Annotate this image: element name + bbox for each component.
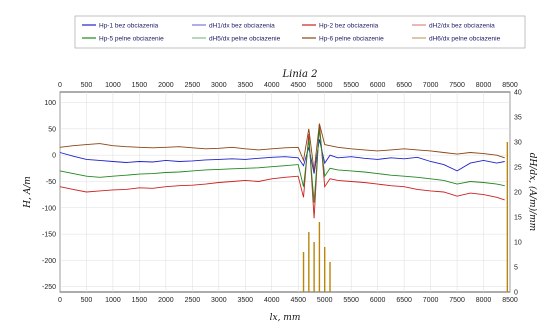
y-tick-label-right: 30: [514, 140, 522, 147]
x-tick-label: 5500: [343, 297, 359, 304]
y-tick-label-left: -100: [42, 205, 56, 212]
x-tick-label: 8000: [476, 297, 492, 304]
x-tick-label: 4000: [264, 82, 280, 89]
x-tick-label: 2500: [185, 297, 201, 304]
x-tick-label: 8500: [502, 297, 518, 304]
x-tick-label: 5000: [317, 297, 333, 304]
y-tick-label-right: 15: [514, 215, 522, 222]
legend-entry: dH2/dx bez obciazenia: [429, 23, 495, 30]
x-tick-label: 4000: [264, 297, 280, 304]
series-line: [59, 123, 505, 171]
y-axis-label-left: H, A/m: [23, 176, 33, 209]
x-tick-label: 500: [81, 82, 93, 89]
derivative-spikes: [302, 142, 509, 292]
x-tick-label: 3000: [211, 82, 227, 89]
chart-title: Linia 2: [282, 69, 318, 80]
series-lines: [59, 123, 505, 219]
x-tick-label: 500: [81, 297, 93, 304]
x-tick-label: 5000: [317, 82, 333, 89]
x-axis-label: lx, mm: [270, 313, 301, 323]
y-tick-label-right: 10: [514, 240, 522, 247]
x-tick-label: 5500: [343, 82, 359, 89]
y-tick-label-right: 35: [514, 115, 522, 122]
y-axis-label-right: dH/dx, (A/m)/mm: [527, 153, 538, 231]
legend-entry: dH5/dx pelne obciazenie: [209, 36, 281, 43]
x-tick-label: 0: [58, 82, 62, 89]
y-tick-label-left: -50: [46, 179, 56, 186]
x-tick-labels-top: 0 500 1000 1500 2000 2500 3000 3500 4000 4500 5000…: [58, 82, 518, 89]
x-tick-label: 2000: [158, 297, 174, 304]
legend-entry: dH1/dx bez obciazenia: [209, 23, 275, 30]
x-tick-label: 3500: [238, 82, 254, 89]
x-tick-labels-bottom: 0 500 1000 1500 2000 2500 3000 3500 4000 4500 5000…: [58, 297, 518, 304]
series-line: [59, 139, 505, 174]
x-tick-label: 4500: [290, 82, 306, 89]
y-tick-labels-right: 40 35 30 25 20 15 10 5 0: [514, 90, 522, 297]
x-tick-label: 1000: [105, 82, 121, 89]
x-tick-label: 3500: [238, 297, 254, 304]
legend-entry: Hp-6 pelne obciazenie: [319, 36, 384, 43]
legend-entry: Hp-1 bez obciazenia: [99, 23, 159, 30]
series-line: [59, 123, 505, 219]
x-tick-label: 1500: [132, 297, 148, 304]
legend-entry: Hp-5 pelne obciazenie: [99, 36, 164, 43]
x-tick-label: 1000: [105, 297, 121, 304]
y-tick-labels-left: 100 50 0 -50 -100 -150 -200 -250: [42, 100, 56, 291]
x-tick-label: 2500: [185, 82, 201, 89]
x-tick-label: 3000: [211, 297, 227, 304]
y-tick-label-left: 100: [44, 100, 56, 107]
legend-entry: dH6/dx pelne obciazenie: [429, 36, 501, 43]
x-tick-label: 7000: [423, 297, 439, 304]
y-tick-label-right: 20: [514, 190, 522, 197]
y-tick-label-left: -200: [42, 258, 56, 265]
x-tick-label: 8000: [476, 82, 492, 89]
y-tick-label-left: 0: [52, 153, 56, 160]
y-tick-label-right: 0: [514, 290, 518, 297]
x-tick-label: 7000: [423, 82, 439, 89]
x-tick-label: 4500: [290, 297, 306, 304]
legend-box: [74, 15, 526, 49]
x-tick-label: 6500: [396, 82, 412, 89]
y-tick-label-left: -250: [42, 284, 56, 291]
x-tick-label: 6500: [396, 297, 412, 304]
series-line: [59, 128, 505, 203]
x-tick-label: 6000: [370, 297, 386, 304]
x-tick-label: 1500: [132, 82, 148, 89]
plot-area: [59, 91, 511, 293]
y-tick-label-left: -150: [42, 232, 56, 239]
x-tick-label: 7500: [449, 82, 465, 89]
y-tick-label-left: 50: [48, 126, 56, 133]
x-tick-label: 7500: [449, 297, 465, 304]
y-tick-label-right: 25: [514, 165, 522, 172]
y-tick-label-right: 5: [514, 265, 518, 272]
x-tick-label: 6000: [370, 82, 386, 89]
x-tick-label: 8500: [502, 82, 518, 89]
x-tick-label: 0: [58, 297, 62, 304]
y-tick-label-right: 40: [514, 90, 522, 97]
x-tick-label: 2000: [158, 82, 174, 89]
legend: Hp-1 bez obciazenia dH1/dx bez obciazenia…: [82, 23, 501, 43]
legend-entry: Hp-2 bez obciazenia: [319, 23, 379, 30]
